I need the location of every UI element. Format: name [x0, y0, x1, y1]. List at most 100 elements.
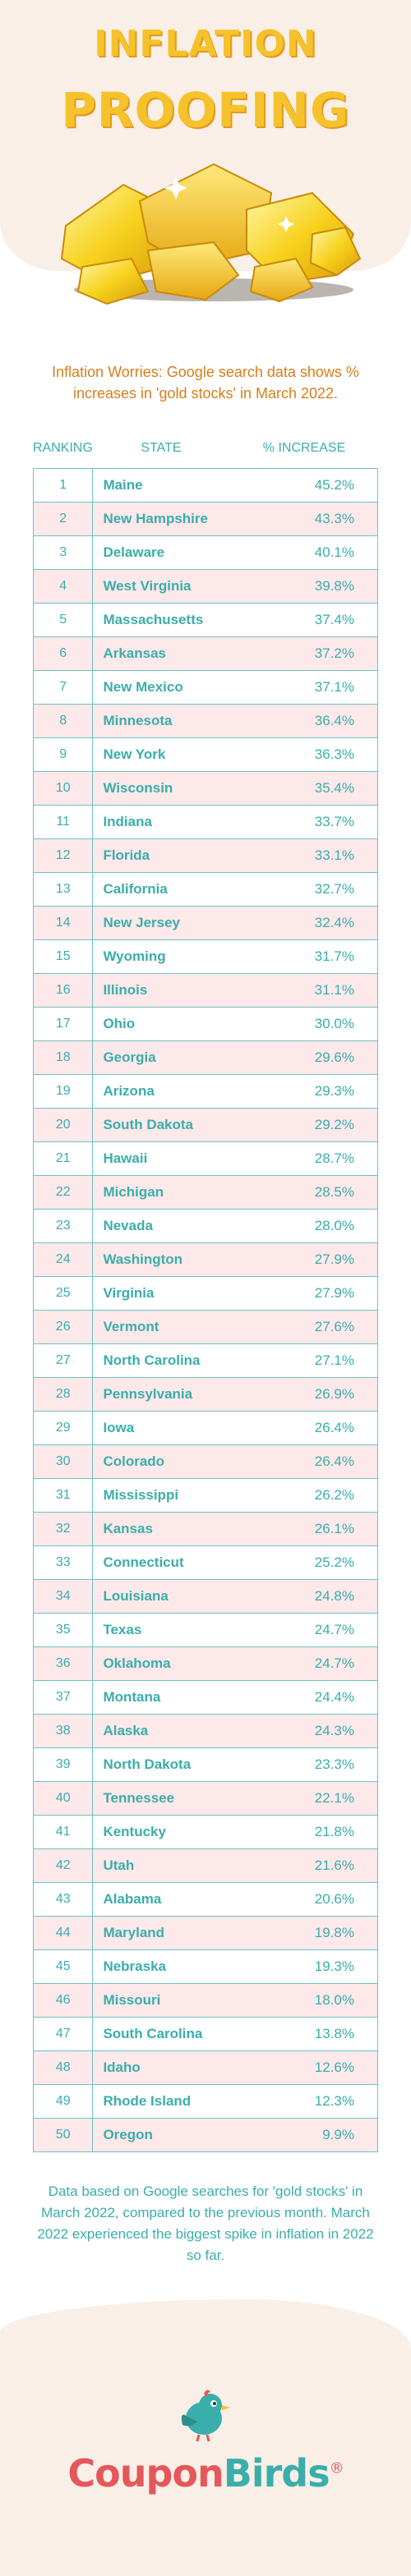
table-body: 1 Maine 45.2% 2 New Hampshire 43.3% 3 Delaware 4…: [33, 468, 378, 2152]
increase-cell: 23.3%: [314, 1756, 354, 1772]
state-cell: South Carolina: [103, 2026, 203, 2041]
rank-cell: 43: [34, 1883, 94, 1916]
state-cell: Pennsylvania: [103, 1386, 193, 1402]
column-header-increase: % INCREASE: [262, 441, 346, 455]
rankings-table: RANKING STATE % INCREASE 1 Maine 45.2% 2 New…: [33, 434, 378, 2152]
gold-nuggets-illustration: [60, 163, 362, 305]
increase-cell: 29.3%: [314, 1083, 354, 1099]
state-cell: North Carolina: [103, 1352, 201, 1368]
rank-cell: 15: [34, 940, 94, 973]
state-cell: Massachusetts: [103, 612, 204, 627]
rank-cell: 30: [34, 1445, 94, 1478]
rank-cell: 49: [34, 2085, 94, 2118]
rank-cell: 44: [34, 1917, 94, 1949]
increase-cell: 28.7%: [314, 1150, 354, 1166]
table-row: 38 Alaska 24.3%: [34, 1715, 377, 1748]
increase-cell: 35.4%: [314, 780, 354, 796]
increase-cell: 26.4%: [314, 1420, 354, 1435]
table-row: 3 Delaware 40.1%: [34, 536, 377, 570]
brand-logo-part2: Birds: [223, 2451, 330, 2496]
increase-cell: 31.7%: [314, 948, 354, 964]
increase-cell: 45.2%: [314, 477, 354, 493]
increase-cell: 13.8%: [314, 2026, 354, 2041]
table-row: 26 Vermont 27.6%: [34, 1311, 377, 1344]
state-cell: New York: [103, 746, 166, 762]
table-row: 2 New Hampshire 43.3%: [34, 503, 377, 536]
table-row: 41 Kentucky 21.8%: [34, 1816, 377, 1849]
increase-cell: 28.0%: [314, 1218, 354, 1233]
rank-cell: 10: [34, 772, 94, 805]
rank-cell: 24: [34, 1243, 94, 1276]
brand-logo-part1: Coupon: [67, 2451, 224, 2496]
rank-cell: 34: [34, 1580, 94, 1613]
table-row: 21 Hawaii 28.7%: [34, 1142, 377, 1176]
rank-cell: 50: [34, 2119, 94, 2151]
state-cell: Illinois: [103, 982, 148, 998]
increase-cell: 29.6%: [314, 1049, 354, 1065]
table-row: 13 California 32.7%: [34, 873, 377, 907]
rank-cell: 45: [34, 1950, 94, 1983]
column-header-ranking: RANKING: [33, 441, 93, 455]
state-cell: Alaska: [103, 1723, 149, 1738]
table-row: 19 Arizona 29.3%: [34, 1075, 377, 1109]
table-row: 48 Idaho 12.6%: [34, 2051, 377, 2085]
rank-cell: 18: [34, 1041, 94, 1074]
state-cell: Idaho: [103, 2059, 141, 2075]
table-row: 29 Iowa 26.4%: [34, 1412, 377, 1445]
table-row: 43 Alabama 20.6%: [34, 1883, 377, 1917]
table-row: 24 Washington 27.9%: [34, 1243, 377, 1277]
state-cell: Nebraska: [103, 1958, 166, 1974]
increase-cell: 28.5%: [314, 1184, 354, 1200]
state-cell: Tennessee: [103, 1790, 175, 1806]
increase-cell: 26.2%: [314, 1487, 354, 1503]
increase-cell: 21.6%: [314, 1857, 354, 1873]
rank-cell: 19: [34, 1075, 94, 1108]
increase-cell: 29.2%: [314, 1117, 354, 1132]
state-cell: Utah: [103, 1857, 135, 1873]
rank-cell: 35: [34, 1614, 94, 1646]
state-cell: Washington: [103, 1251, 183, 1267]
state-cell: Connecticut: [103, 1554, 184, 1570]
increase-cell: 31.1%: [314, 982, 354, 998]
increase-cell: 43.3%: [314, 511, 354, 526]
table-row: 12 Florida 33.1%: [34, 839, 377, 873]
rank-cell: 32: [34, 1513, 94, 1545]
table-row: 18 Georgia 29.6%: [34, 1041, 377, 1075]
state-cell: North Dakota: [103, 1756, 192, 1772]
table-header: RANKING STATE % INCREASE: [33, 434, 378, 463]
table-row: 37 Montana 24.4%: [34, 1681, 377, 1715]
state-cell: Rhode Island: [103, 2093, 192, 2109]
state-cell: Maine: [103, 477, 143, 493]
rank-cell: 20: [34, 1109, 94, 1141]
increase-cell: 21.8%: [314, 1824, 354, 1839]
table-row: 10 Wisconsin 35.4%: [34, 772, 377, 806]
rank-cell: 37: [34, 1681, 94, 1714]
rank-cell: 3: [34, 536, 94, 569]
state-cell: Minnesota: [103, 713, 173, 728]
state-cell: Alabama: [103, 1891, 162, 1907]
increase-cell: 25.2%: [314, 1554, 354, 1570]
rank-cell: 41: [34, 1816, 94, 1848]
table-row: 16 Illinois 31.1%: [34, 974, 377, 1008]
rank-cell: 47: [34, 2018, 94, 2050]
state-cell: Ohio: [103, 1016, 136, 1031]
state-cell: Indiana: [103, 814, 152, 829]
rank-cell: 6: [34, 637, 94, 670]
increase-cell: 37.4%: [314, 612, 354, 627]
state-cell: Texas: [103, 1622, 142, 1637]
title-line-1: INFLATION: [94, 23, 317, 65]
table-row: 45 Nebraska 19.3%: [34, 1950, 377, 1984]
table-row: 50 Oregon 9.9%: [34, 2119, 377, 2151]
increase-cell: 26.9%: [314, 1386, 354, 1402]
state-cell: Oregon: [103, 2127, 153, 2142]
rank-cell: 5: [34, 604, 94, 636]
state-cell: Louisiana: [103, 1588, 169, 1604]
rank-cell: 11: [34, 806, 94, 838]
increase-cell: 24.7%: [314, 1655, 354, 1671]
footnote: Data based on Google searches for 'gold …: [37, 2183, 374, 2263]
increase-cell: 27.9%: [314, 1251, 354, 1267]
increase-cell: 24.7%: [314, 1622, 354, 1637]
rank-cell: 9: [34, 738, 94, 771]
increase-cell: 20.6%: [314, 1891, 354, 1907]
increase-cell: 26.4%: [314, 1453, 354, 1469]
